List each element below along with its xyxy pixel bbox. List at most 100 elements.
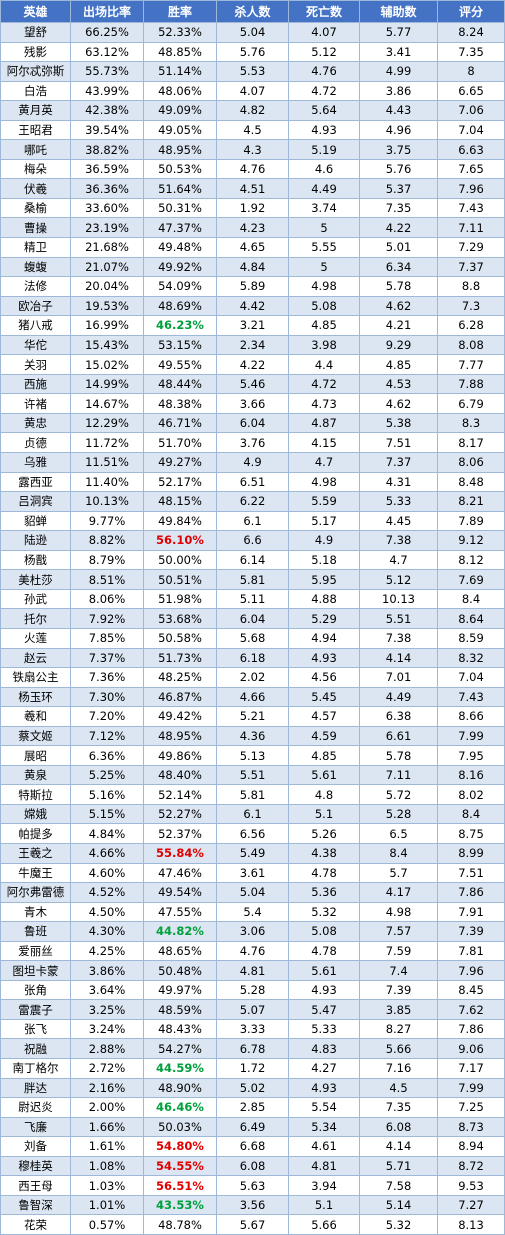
cell-pick-rate: 55.73% [70, 61, 144, 82]
cell-win-rate: 48.85% [143, 41, 217, 63]
cell-score: 8.64 [437, 608, 505, 629]
cell-hero-name: 猪八戒 [0, 315, 71, 336]
cell-win-rate: 51.64% [143, 178, 217, 199]
table-row: 鲁班 4.30% 44.82% 3.06 5.08 7.57 7.39 [0, 921, 505, 942]
cell-hero-name: 陆逊 [0, 530, 71, 551]
cell-pick-rate: 11.51% [70, 452, 144, 473]
cell-hero-name: 铁扇公主 [0, 667, 71, 688]
cell-hero-name: 西施 [0, 373, 71, 395]
cell-assists: 5.78 [359, 745, 438, 766]
cell-deaths: 4.87 [288, 412, 360, 434]
cell-deaths: 4.4 [288, 354, 360, 375]
cell-assists: 8.27 [359, 1018, 438, 1040]
cell-assists: 4.14 [359, 647, 438, 669]
cell-deaths: 4.88 [288, 588, 360, 610]
cell-score: 8.72 [437, 1155, 505, 1177]
cell-deaths: 4.78 [288, 940, 360, 962]
cell-assists: 4.85 [359, 354, 438, 375]
cell-pick-rate: 1.66% [70, 1116, 144, 1138]
cell-pick-rate: 4.84% [70, 823, 144, 844]
cell-pick-rate: 4.52% [70, 882, 144, 903]
table-row: 帕提多 4.84% 52.37% 6.56 5.26 6.5 8.75 [0, 823, 505, 844]
cell-hero-name: 特斯拉 [0, 784, 71, 805]
table-row: 黄月英 42.38% 49.09% 4.82 5.64 4.43 7.06 [0, 100, 505, 121]
cell-win-rate: 50.51% [143, 569, 217, 590]
cell-score: 7.11 [437, 217, 505, 239]
cell-kills: 4.76 [216, 158, 289, 180]
cell-assists: 4.45 [359, 510, 438, 532]
cell-deaths: 4.93 [288, 979, 360, 1001]
cell-assists: 5.12 [359, 569, 438, 590]
table-row: 西王母 1.03% 56.51% 5.63 3.94 7.58 9.53 [0, 1175, 505, 1196]
table-row: 刘备 1.61% 54.80% 6.68 4.61 4.14 8.94 [0, 1136, 505, 1157]
header-score: 评分 [437, 0, 505, 23]
cell-hero-name: 曹操 [0, 217, 71, 239]
cell-deaths: 5.1 [288, 803, 360, 825]
cell-deaths: 5.61 [288, 764, 360, 786]
cell-assists: 4.5 [359, 1077, 438, 1099]
cell-kills: 5.81 [216, 784, 289, 805]
cell-hero-name: 欧冶子 [0, 295, 71, 317]
table-row: 梅朵 36.59% 50.53% 4.76 4.6 5.76 7.65 [0, 158, 505, 180]
cell-win-rate: 49.42% [143, 706, 217, 727]
cell-assists: 3.75 [359, 139, 438, 160]
cell-hero-name: 杨戬 [0, 549, 71, 571]
cell-pick-rate: 1.01% [70, 1194, 144, 1216]
cell-deaths: 4.93 [288, 647, 360, 669]
cell-hero-name: 胖达 [0, 1077, 71, 1099]
cell-win-rate: 52.14% [143, 784, 217, 805]
cell-assists: 7.37 [359, 452, 438, 473]
table-row: 美杜莎 8.51% 50.51% 5.81 5.95 5.12 7.69 [0, 569, 505, 590]
cell-kills: 3.61 [216, 862, 289, 884]
cell-score: 7.86 [437, 1018, 505, 1040]
cell-kills: 5.4 [216, 901, 289, 923]
cell-kills: 5.13 [216, 745, 289, 766]
cell-kills: 2.85 [216, 1097, 289, 1118]
cell-pick-rate: 2.72% [70, 1057, 144, 1079]
table-row: 蔡文姬 7.12% 48.95% 4.36 4.59 6.61 7.99 [0, 725, 505, 747]
cell-assists: 7.35 [359, 1097, 438, 1118]
cell-deaths: 5.18 [288, 549, 360, 571]
cell-pick-rate: 6.36% [70, 745, 144, 766]
cell-score: 7.96 [437, 960, 505, 981]
cell-kills: 4.3 [216, 139, 289, 160]
cell-kills: 3.76 [216, 432, 289, 454]
cell-hero-name: 美杜莎 [0, 569, 71, 590]
cell-assists: 6.5 [359, 823, 438, 844]
cell-assists: 9.29 [359, 334, 438, 356]
cell-deaths: 4.93 [288, 119, 360, 141]
cell-score: 7.43 [437, 686, 505, 708]
cell-deaths: 5.29 [288, 608, 360, 629]
cell-kills: 5.02 [216, 1077, 289, 1099]
cell-deaths: 4.6 [288, 158, 360, 180]
cell-hero-name: 展昭 [0, 745, 71, 766]
cell-assists: 5.51 [359, 608, 438, 629]
cell-hero-name: 残影 [0, 41, 71, 63]
cell-hero-name: 鲁班 [0, 921, 71, 942]
cell-score: 7.81 [437, 940, 505, 962]
cell-hero-name: 牛魔王 [0, 862, 71, 884]
cell-pick-rate: 7.20% [70, 706, 144, 727]
cell-deaths: 4.07 [288, 22, 360, 43]
cell-hero-name: 帕提多 [0, 823, 71, 844]
cell-deaths: 4.61 [288, 1136, 360, 1157]
cell-pick-rate: 5.25% [70, 764, 144, 786]
cell-pick-rate: 7.12% [70, 725, 144, 747]
cell-hero-name: 乌雅 [0, 452, 71, 473]
cell-kills: 6.1 [216, 803, 289, 825]
cell-win-rate: 52.33% [143, 22, 217, 43]
cell-kills: 6.1 [216, 510, 289, 532]
cell-win-rate: 48.65% [143, 940, 217, 962]
cell-pick-rate: 5.15% [70, 803, 144, 825]
cell-deaths: 5.47 [288, 999, 360, 1020]
cell-score: 9.53 [437, 1175, 505, 1196]
cell-pick-rate: 39.54% [70, 119, 144, 141]
cell-score: 8.4 [437, 588, 505, 610]
cell-win-rate: 50.53% [143, 158, 217, 180]
cell-score: 7.29 [437, 237, 505, 258]
table-row: 华佗 15.43% 53.15% 2.34 3.98 9.29 8.08 [0, 334, 505, 356]
cell-score: 7.27 [437, 1194, 505, 1216]
cell-hero-name: 尉迟炎 [0, 1097, 71, 1118]
table-body: 望舒 66.25% 52.33% 5.04 4.07 5.77 8.24 残影 63.12% 48… [0, 22, 505, 1235]
cell-deaths: 4.9 [288, 530, 360, 551]
